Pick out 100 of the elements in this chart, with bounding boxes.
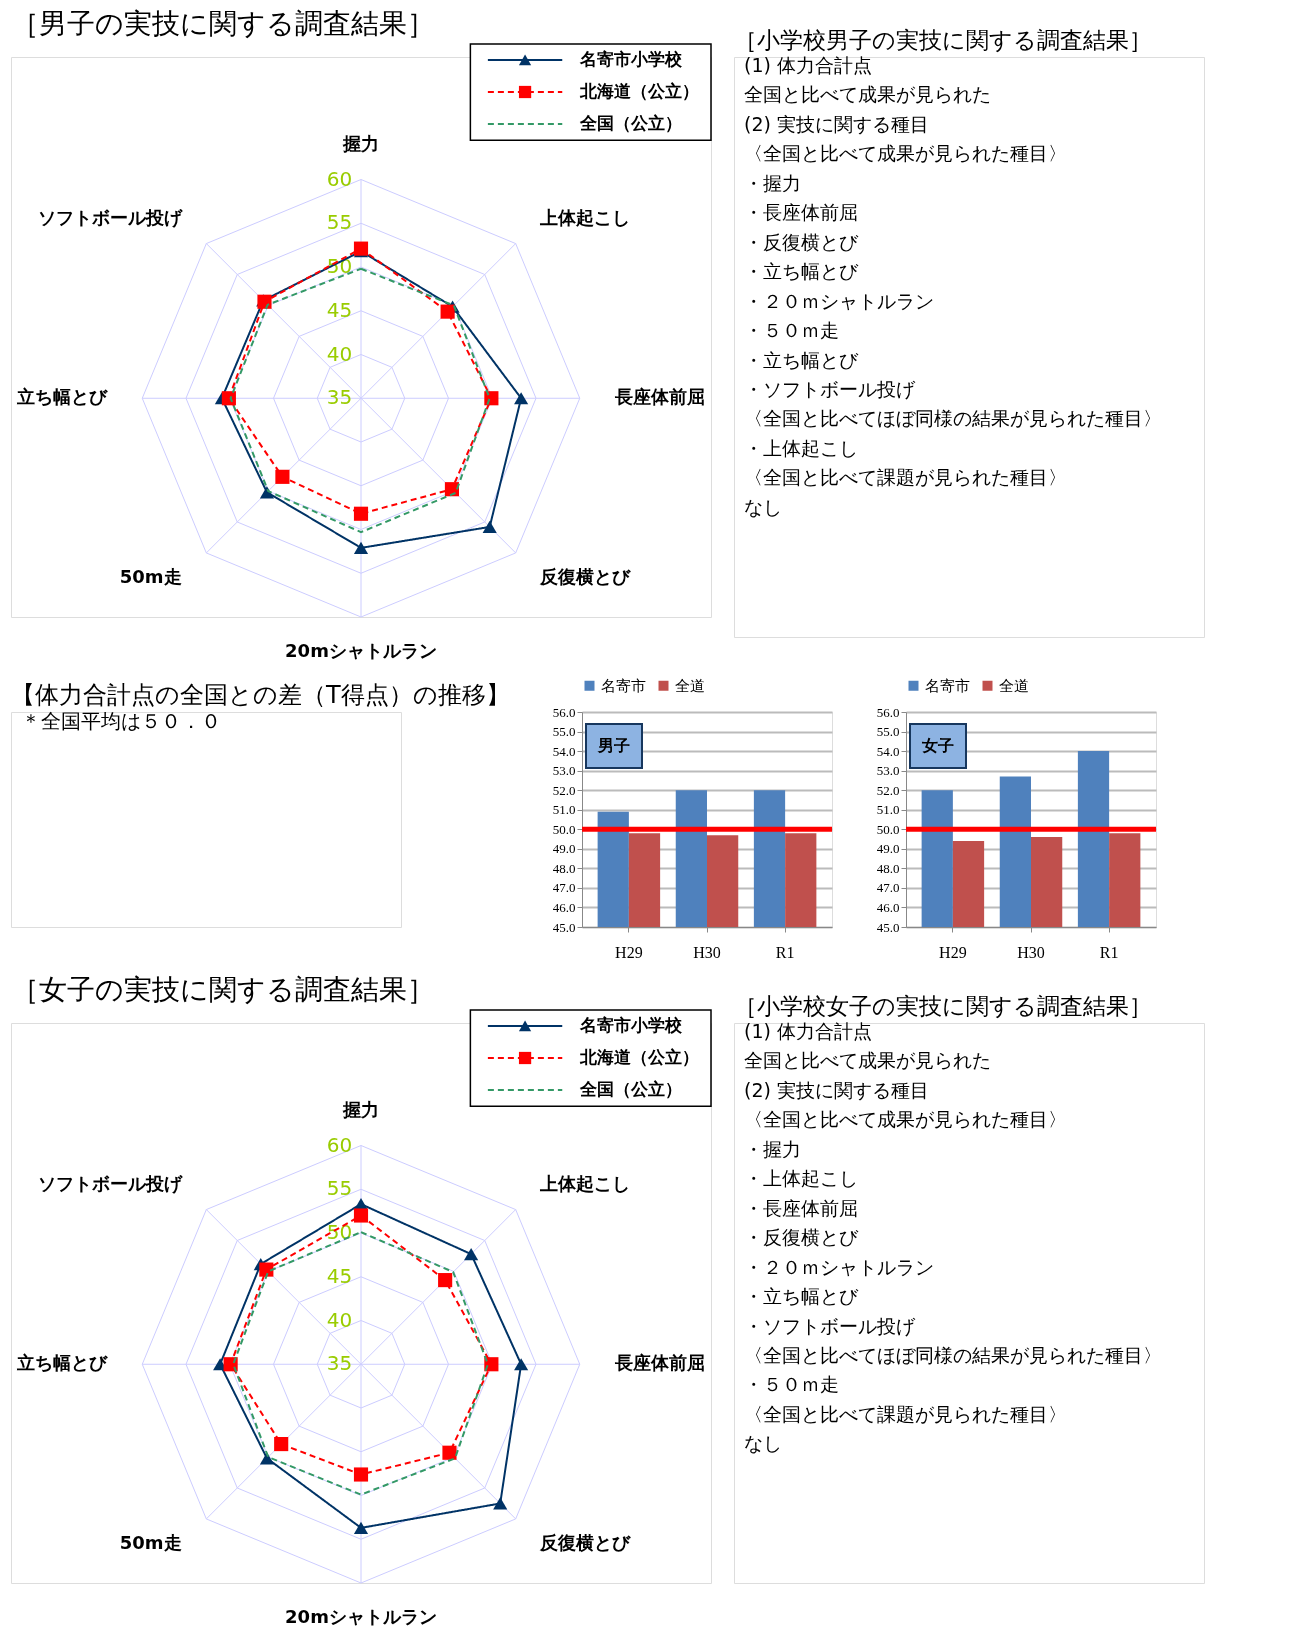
text: ・上体起こし (744, 436, 858, 459)
text: 全国と比べて成果が見られた (744, 1049, 991, 1072)
text: (1) 体力合計点 (744, 1020, 872, 1042)
y-tick-label: 55 (326, 1176, 353, 1201)
spoke-label: 反復横とび (539, 1531, 632, 1553)
legend-label: 全国（公立） (578, 1079, 682, 1100)
y-tick-label: 48.0 (876, 860, 900, 876)
y-tick-label: 46.0 (552, 899, 576, 915)
spoke-label: 上体起こし (539, 206, 631, 228)
y-tick-label: 49.0 (552, 841, 576, 857)
legend-label: 全国（公立） (578, 113, 682, 134)
chart-title: ［女子の実技に関する調査結果］ (11, 973, 435, 1007)
y-tick-label: 45 (326, 297, 353, 322)
text: ・握力 (744, 1137, 801, 1160)
spoke-label: 長座体前屈 (613, 1352, 705, 1374)
y-tick-label: 50.0 (552, 821, 576, 837)
x-tick-label: R1 (1099, 943, 1119, 961)
y-tick-label: 35 (326, 1351, 353, 1376)
y-tick-label: 51.0 (876, 802, 900, 818)
text: ・ソフトボール投げ (744, 377, 916, 400)
x-tick-label: H30 (1017, 943, 1045, 961)
y-tick-label: 45.0 (552, 919, 576, 935)
y-tick-label: 54.0 (876, 743, 900, 759)
spoke-label: 50m走 (119, 565, 182, 587)
text: 〈全国と比べてほぼ同様の結果が見られた種目〉 (744, 1343, 1162, 1366)
y-tick-label: 49.0 (876, 841, 900, 857)
spoke-label: 握力 (342, 1098, 379, 1120)
legend-label: 全道 (675, 676, 705, 695)
legend-label: 名寄市 (925, 676, 970, 695)
legend-label: 北海道（公立） (578, 81, 699, 101)
text: ・２０ｍシャトルラン (744, 1255, 934, 1278)
text: ・５０ｍ走 (744, 1373, 839, 1396)
spoke-label: ソフトボール投げ (37, 1172, 183, 1194)
y-tick-label: 45 (326, 1263, 353, 1288)
y-tick-label: 47.0 (876, 880, 900, 896)
text: ・長座体前屈 (744, 1196, 858, 1219)
text: ・反復横とび (744, 230, 859, 253)
text: ・反復横とび (744, 1226, 859, 1249)
text: ・２０ｍシャトルラン (744, 289, 934, 312)
text: ・長座体前屈 (744, 201, 858, 224)
spoke-label: 20mシャトルラン (285, 1606, 437, 1627)
text: 【体力合計点の全国との差（T得点）の推移】 (11, 681, 510, 709)
y-tick-label: 55 (326, 210, 353, 235)
text: 〈全国と比べてほぼ同様の結果が見られた種目〉 (744, 407, 1162, 430)
text: ・５０ｍ走 (744, 319, 839, 342)
spoke-label: 長座体前屈 (613, 386, 705, 408)
y-tick-label: 55.0 (876, 724, 900, 740)
y-tick-label: 56.0 (876, 704, 900, 720)
y-tick-label: 60 (326, 1132, 353, 1157)
text: (1) 体力合計点 (744, 54, 872, 76)
annotation: 女子 (921, 736, 954, 755)
legend-label: 全道 (999, 676, 1029, 695)
text: ・立ち幅とび (744, 1285, 859, 1308)
text: ［小学校男子の実技に関する調査結果］ (734, 27, 1152, 53)
chart-title: ［男子の実技に関する調査結果］ (11, 7, 435, 41)
text: なし (744, 495, 782, 518)
legend-label: 名寄市小学校 (578, 1014, 683, 1035)
legend-label: 名寄市小学校 (578, 48, 683, 69)
text: 〈全国と比べて成果が見られた種目〉 (744, 1108, 1067, 1131)
y-tick-label: 55.0 (552, 724, 576, 740)
x-tick-label: H29 (615, 943, 643, 961)
spoke-label: 立ち幅とび (16, 386, 109, 408)
legend-label: 北海道（公立） (578, 1047, 699, 1067)
spoke-label: 50m走 (119, 1531, 182, 1553)
y-tick-label: 51.0 (552, 802, 576, 818)
y-tick-label: 35 (326, 385, 353, 410)
y-tick-label: 52.0 (552, 782, 576, 798)
spoke-label: 握力 (342, 132, 379, 154)
legend-label: 名寄市 (601, 676, 646, 695)
x-tick-label: H30 (693, 943, 721, 961)
text: 〈全国と比べて課題が見られた種目〉 (744, 466, 1067, 489)
y-tick-label: 53.0 (552, 763, 576, 779)
text: ＊全国平均は５０．０ (21, 709, 221, 733)
spoke-label: 立ち幅とび (16, 1352, 109, 1374)
text: (2) 実技に関する種目 (744, 112, 929, 135)
text: ［小学校女子の実技に関する調査結果］ (734, 993, 1152, 1019)
y-tick-label: 50.0 (876, 821, 900, 837)
spoke-label: 反復横とび (539, 565, 632, 587)
y-tick-label: 40 (326, 1307, 353, 1332)
text: なし (744, 1432, 782, 1455)
y-tick-label: 40 (326, 341, 353, 366)
y-tick-label: 46.0 (876, 899, 900, 915)
spoke-label: 上体起こし (539, 1172, 631, 1194)
y-tick-label: 54.0 (552, 743, 576, 759)
text: ・上体起こし (744, 1167, 858, 1190)
annotation: 男子 (597, 736, 630, 755)
x-tick-label: H29 (939, 943, 967, 961)
text: ・立ち幅とび (744, 348, 859, 371)
y-tick-label: 56.0 (552, 704, 576, 720)
text: 〈全国と比べて課題が見られた種目〉 (744, 1402, 1067, 1425)
y-tick-label: 48.0 (552, 860, 576, 876)
y-tick-label: 60 (326, 166, 353, 191)
text: (2) 実技に関する種目 (744, 1078, 929, 1101)
y-tick-label: 45.0 (876, 919, 900, 935)
x-tick-label: R1 (775, 943, 795, 961)
spoke-label: ソフトボール投げ (37, 206, 183, 228)
y-tick-label: 52.0 (876, 782, 900, 798)
text: 〈全国と比べて成果が見られた種目〉 (744, 142, 1067, 165)
text: ・ソフトボール投げ (744, 1314, 916, 1337)
text: 全国と比べて成果が見られた (744, 83, 991, 106)
